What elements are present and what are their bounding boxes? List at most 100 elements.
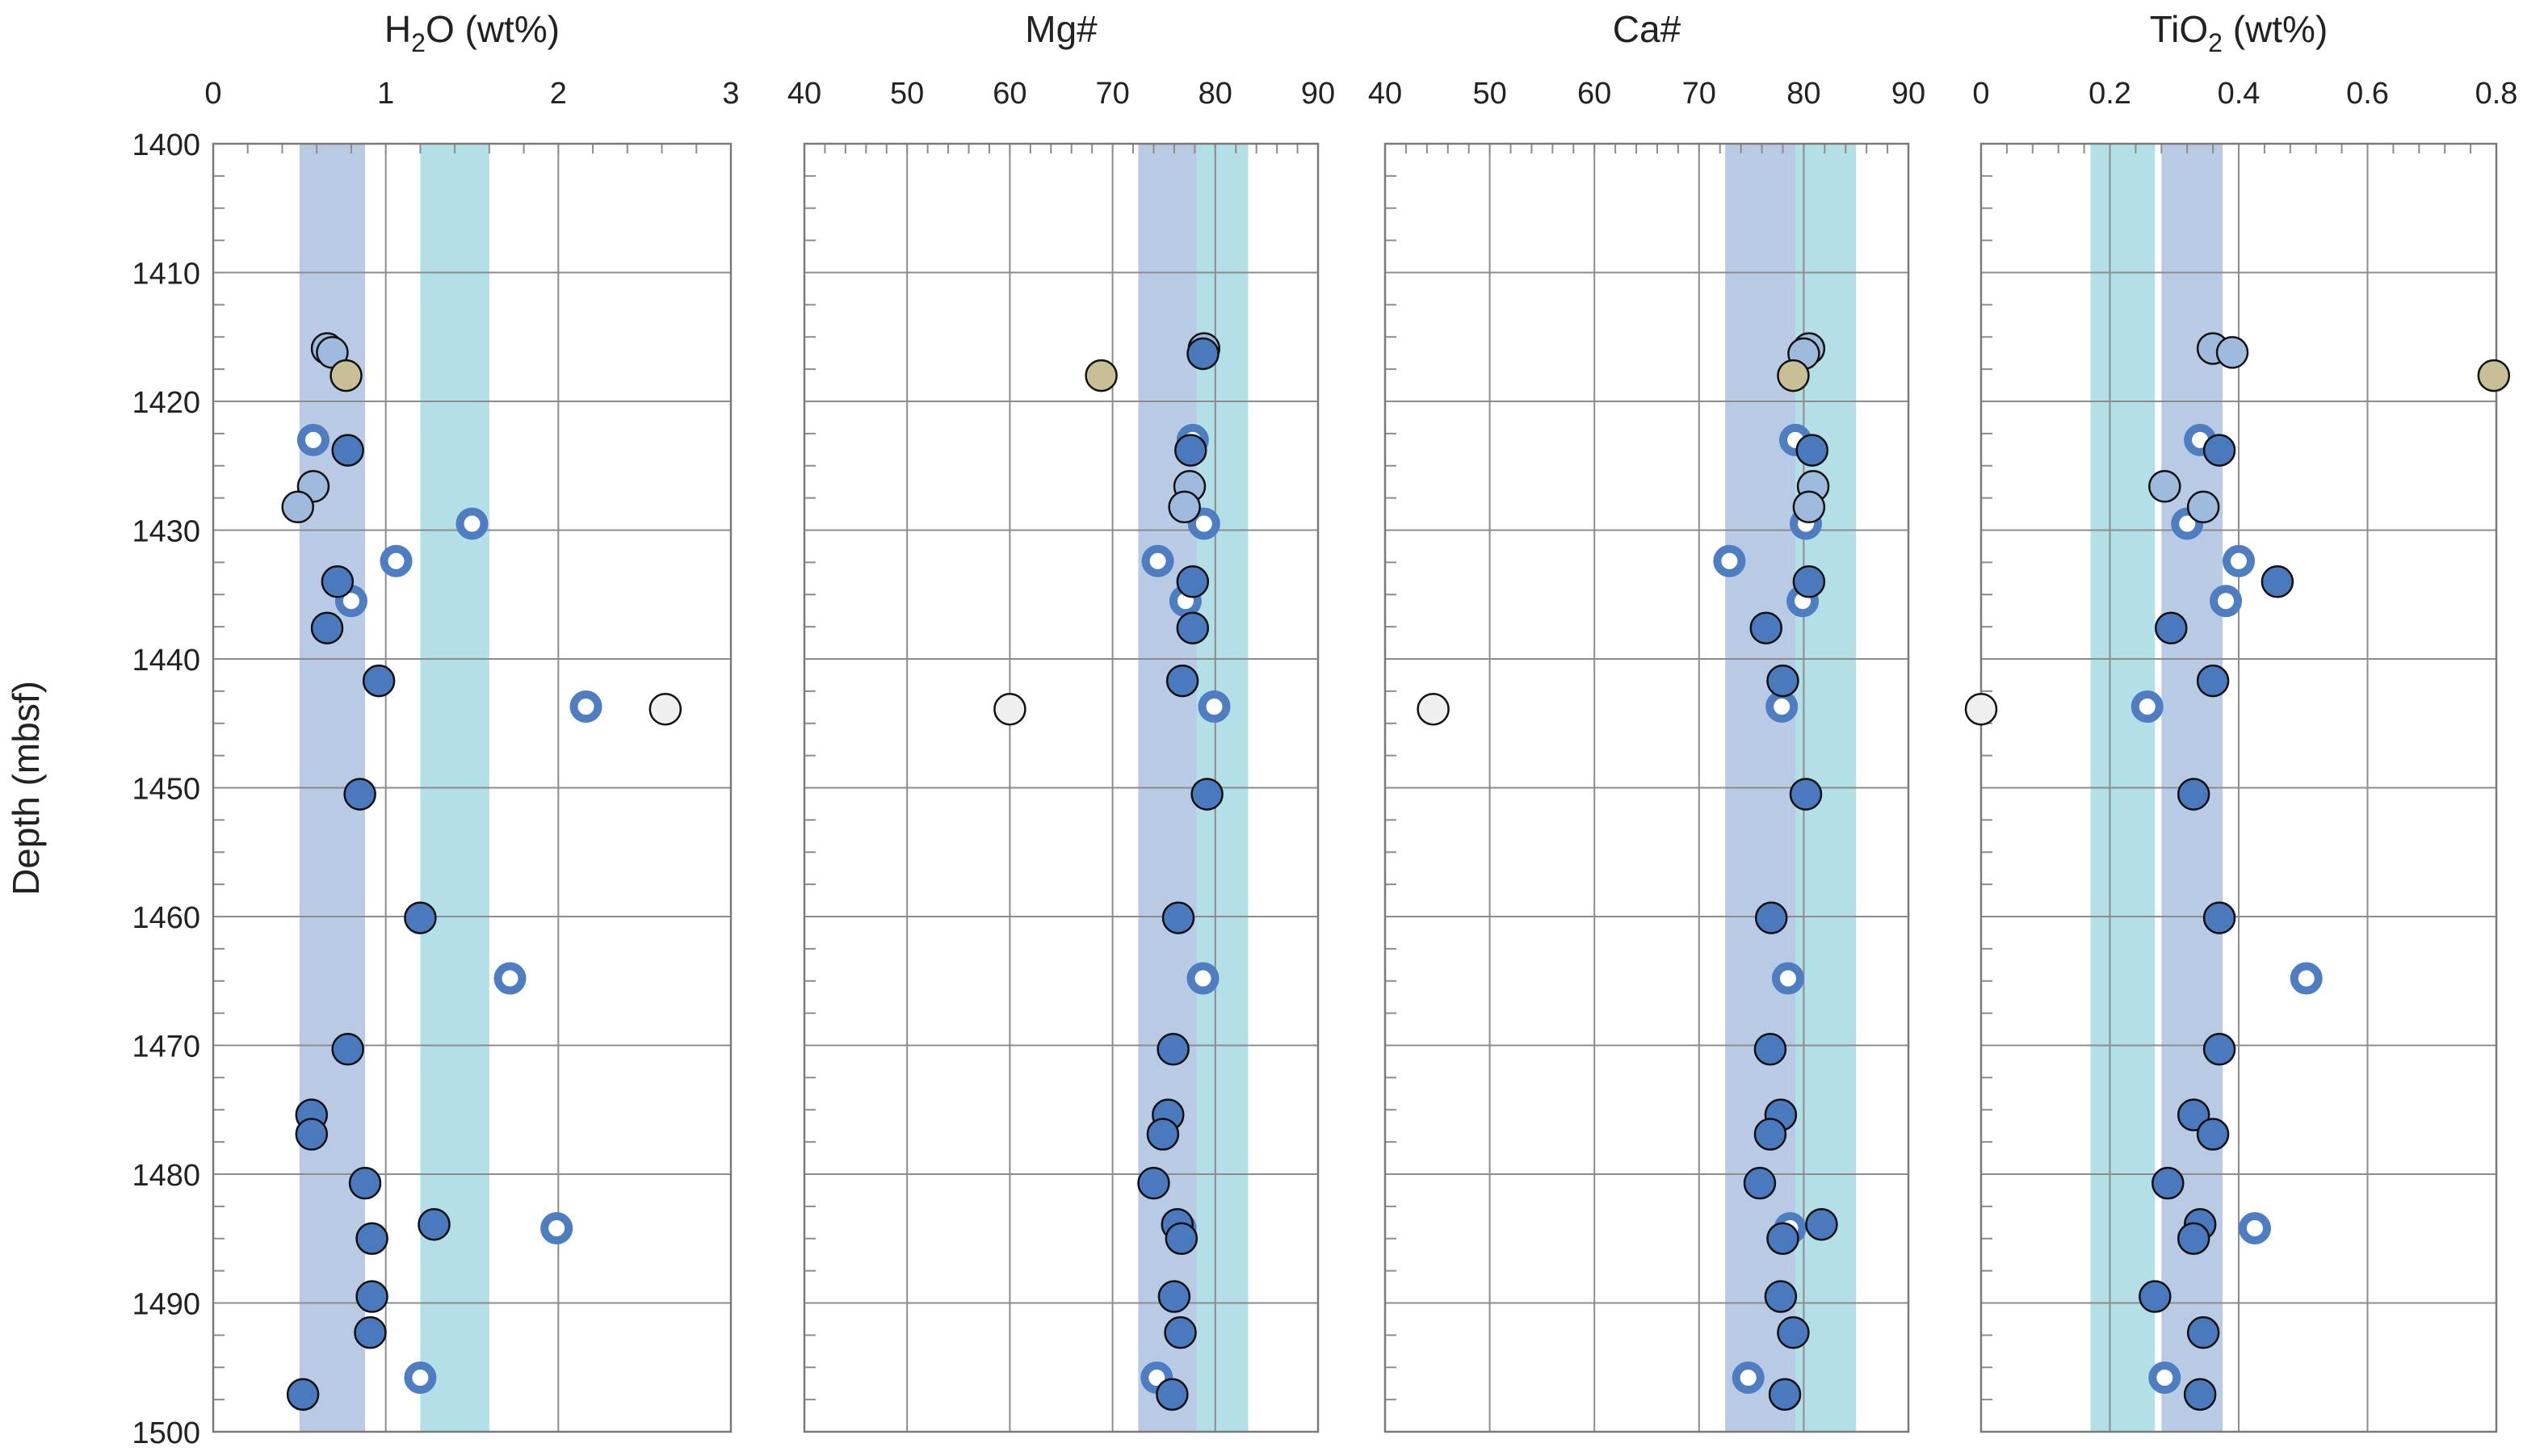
data-point (362, 664, 396, 698)
data-point (404, 901, 437, 934)
data-point (2177, 1222, 2210, 1255)
data-point (355, 1222, 388, 1255)
data-point (1176, 565, 1210, 598)
x-tick-label: 70 (1095, 77, 1129, 111)
data-point (2177, 1098, 2210, 1131)
y-tick-label: 1440 (132, 644, 200, 678)
data-point-ring (1771, 962, 1804, 995)
data-point (1174, 434, 1207, 467)
data-point (2202, 434, 2236, 467)
data-point-ring (2290, 962, 2323, 995)
data-point-ring (1186, 962, 1220, 995)
y-tick-label: 1430 (132, 515, 200, 549)
data-point (1146, 1118, 1180, 1151)
x-tick-label: 1 (377, 77, 394, 111)
data-point (2215, 336, 2249, 369)
data-point (1137, 1166, 1170, 1200)
data-point-ring (569, 690, 602, 724)
data-point (1753, 1118, 1787, 1151)
x-tick-label: 50 (890, 77, 924, 111)
panel-4: 0 0.2 0.4 0.6 0.8 TiO2 (wt%) (1964, 8, 2517, 1433)
data-point (1165, 1222, 1199, 1255)
x-tick-label: 2 (550, 77, 567, 111)
data-point (1795, 434, 1829, 467)
x-tick-label: 0.6 (2346, 77, 2389, 111)
data-point-ring (493, 962, 527, 995)
data-point (295, 1118, 329, 1151)
plot-frame (1383, 142, 1910, 1433)
y-tick-label: 1410 (132, 258, 200, 292)
data-point (1753, 1033, 1787, 1066)
x-tick-label: 3 (722, 77, 739, 111)
panel-title: TiO2 (wt%) (2150, 8, 2328, 57)
data-point (1165, 664, 1199, 698)
data-point (1161, 901, 1195, 934)
data-point (1085, 359, 1118, 392)
data-point (1157, 1280, 1191, 1313)
data-point (2202, 1033, 2236, 1066)
data-point (1749, 611, 1782, 644)
data-point (1754, 901, 1788, 934)
x-tick-label: 90 (1891, 77, 1925, 111)
panel-title: Ca# (1613, 8, 1681, 50)
y-axis-title: Depth (mbsf) (5, 681, 47, 896)
data-point (1764, 1280, 1798, 1313)
plot-frame (1979, 142, 2498, 1433)
data-point (1789, 778, 1823, 811)
plot-frame (212, 142, 733, 1433)
data-point (2261, 565, 2294, 598)
data-point (331, 1033, 364, 1066)
data-point (2186, 490, 2220, 524)
plot-frame (803, 142, 1320, 1433)
data-point (1766, 664, 1799, 698)
data-point (330, 359, 363, 392)
data-point-ring (404, 1362, 437, 1395)
data-point (2177, 778, 2210, 811)
data-point (2196, 1118, 2230, 1151)
x-tick-label: 90 (1301, 77, 1335, 111)
data-point-ring (2223, 544, 2255, 577)
x-tick-label: 40 (1368, 77, 1402, 111)
data-point (355, 1280, 388, 1313)
data-point (1417, 692, 1450, 726)
data-point-ring (1141, 544, 1174, 577)
panels: 0 1 2 3 1400 1410 1420 1430 1440 1450 1460 1470 1480… (132, 8, 2517, 1450)
data-point (2139, 1280, 2172, 1313)
data-point (1805, 1207, 1838, 1241)
data-point (2151, 1166, 2185, 1200)
data-point (1156, 1378, 1189, 1411)
data-point (2196, 664, 2230, 698)
data-point (1190, 778, 1224, 811)
x-tick-label: 0 (204, 77, 221, 111)
data-point (1157, 1033, 1190, 1066)
y-tick-label: 1500 (132, 1416, 200, 1450)
x-tick-label: 70 (1682, 77, 1716, 111)
data-point (281, 490, 314, 524)
panel-title: Mg# (1025, 8, 1098, 50)
data-point (1768, 1378, 1802, 1411)
data-point (348, 1166, 382, 1200)
x-tick-label: 80 (1199, 77, 1232, 111)
y-tick-label: 1420 (132, 386, 200, 420)
data-point-ring (2238, 1211, 2271, 1244)
data-point (1792, 490, 1826, 524)
panel-3: 40 50 60 70 80 90 Ca# (1368, 8, 1925, 1433)
x-tick-label: 0.4 (2218, 77, 2261, 111)
data-point-ring (1765, 690, 1799, 724)
data-point-ring (1198, 690, 1231, 724)
data-point (331, 434, 364, 467)
panel-title: H2O (wt%) (384, 8, 560, 57)
y-tick-label: 1470 (132, 1030, 200, 1064)
y-tick-label: 1490 (132, 1288, 200, 1322)
y-tick-label: 1480 (132, 1159, 200, 1193)
panel-2: 40 50 60 70 80 90 Mg# (787, 8, 1335, 1433)
data-point-ring (1732, 1362, 1765, 1395)
data-point-ring (455, 507, 489, 540)
data-point-ring (1713, 544, 1746, 577)
y-tick-label: 1450 (132, 773, 200, 807)
data-point (1743, 1166, 1777, 1200)
data-point (1777, 1315, 1810, 1349)
data-point (1186, 337, 1220, 371)
data-point-ring (1187, 507, 1220, 540)
data-point (1766, 1222, 1799, 1255)
